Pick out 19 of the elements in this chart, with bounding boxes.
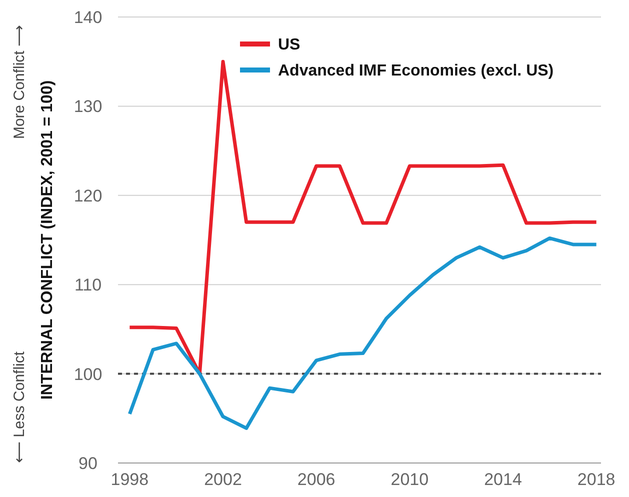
- x-tick-label: 2002: [204, 470, 242, 489]
- line-series: [128, 60, 598, 376]
- y-tick-label: 110: [74, 276, 102, 295]
- x-tick-label: 1998: [110, 470, 149, 489]
- y-tick-label: 140: [74, 8, 102, 27]
- y-tick-label: 130: [74, 97, 102, 116]
- x-tick-label: 2014: [484, 470, 522, 489]
- y-tick-label: 120: [74, 186, 102, 206]
- line-series: [128, 236, 598, 430]
- y-tick-label: 90: [78, 454, 98, 473]
- x-tick-label: 2006: [297, 470, 336, 489]
- x-tick-label: 2018: [577, 470, 616, 489]
- legend-label: Advanced IMF Economies (excl. US): [278, 62, 554, 80]
- y-tick-label: 100: [74, 364, 102, 384]
- text: ⟵ Less Conflict: [11, 350, 28, 463]
- x-tick-label: 2010: [390, 470, 429, 489]
- text: More Conflict ⟶: [11, 25, 28, 140]
- y-axis-title: INTERNAL CONFLICT (INDEX, 2001 = 100): [39, 80, 56, 400]
- legend-label: US: [278, 36, 301, 54]
